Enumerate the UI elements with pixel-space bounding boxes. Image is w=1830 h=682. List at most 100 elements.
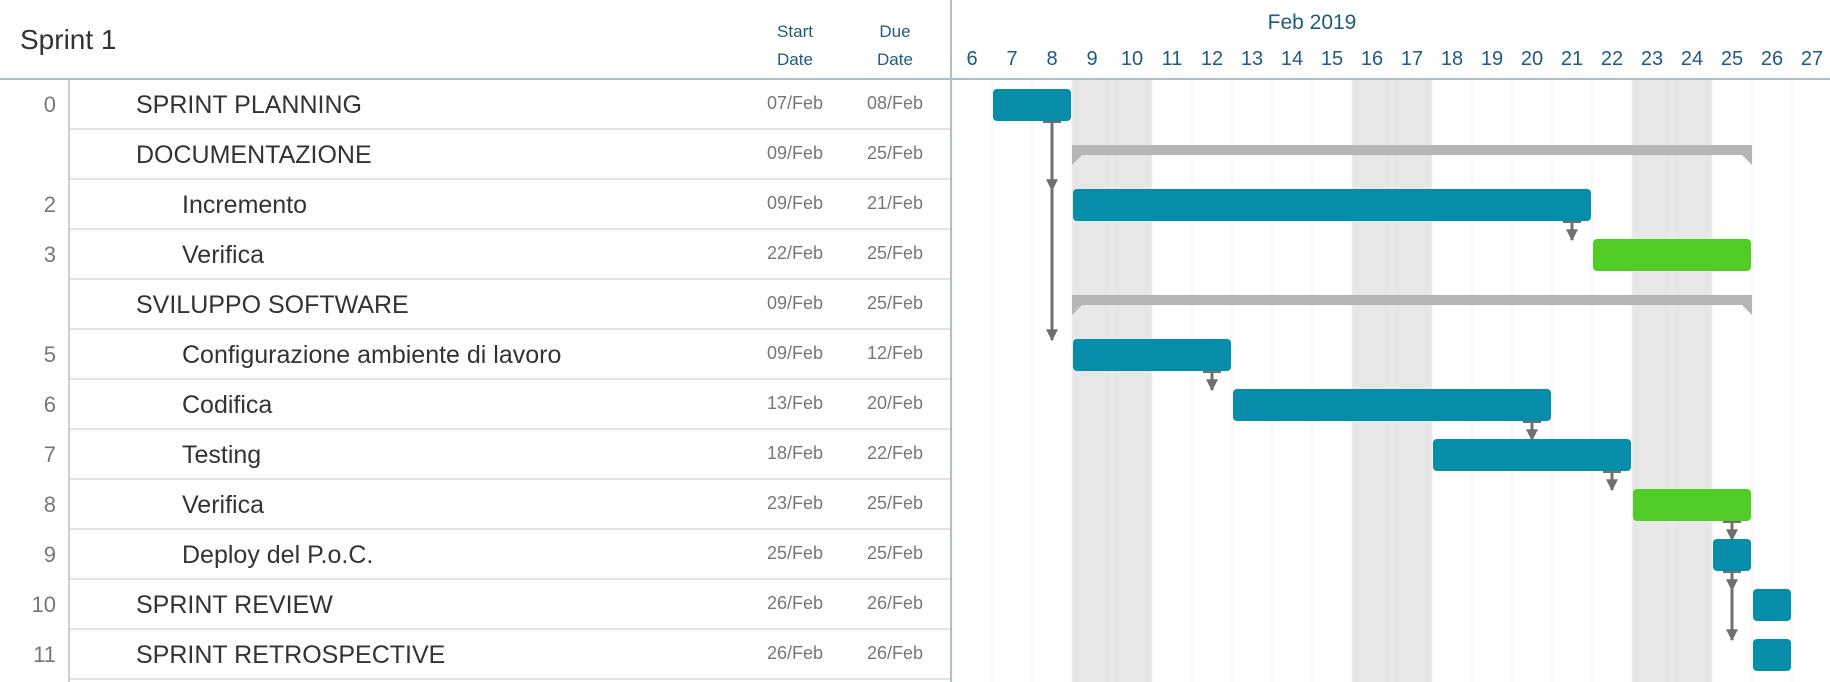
row-divider — [70, 578, 951, 580]
task-bar[interactable] — [993, 89, 1071, 121]
weekend-column — [1352, 80, 1392, 682]
day-label: 21 — [1561, 48, 1583, 70]
task-row[interactable]: SVILUPPO SOFTWARE 09/Feb 25/Feb — [0, 280, 951, 330]
task-name[interactable]: Deploy del P.o.C. — [182, 541, 374, 569]
task-number: 10 — [31, 592, 56, 617]
task-row[interactable]: 11 SPRINT RETROSPECTIVE 26/Feb 26/Feb — [0, 630, 951, 680]
task-name[interactable]: DOCUMENTAZIONE — [136, 141, 372, 169]
task-bar[interactable] — [1233, 389, 1551, 421]
task-row[interactable]: 6 Codifica 13/Feb 20/Feb — [0, 380, 951, 430]
day-label: 22 — [1601, 48, 1623, 70]
group-summary-bar[interactable] — [1072, 295, 1752, 315]
task-due-date: 12/Feb — [866, 343, 924, 363]
task-name[interactable]: SPRINT REVIEW — [136, 591, 333, 619]
review-task-bar[interactable] — [1633, 489, 1751, 521]
task-name[interactable]: SPRINT RETROSPECTIVE — [136, 641, 446, 669]
task-due-date: 26/Feb — [866, 593, 924, 613]
task-row[interactable]: 10 SPRINT REVIEW 26/Feb 26/Feb — [0, 580, 951, 630]
due-date-header-line-2: Date — [877, 50, 913, 69]
day-label: 19 — [1481, 48, 1503, 70]
weekend-column — [1072, 80, 1112, 682]
review-task-bar[interactable] — [1593, 239, 1751, 271]
day-label: 11 — [1162, 48, 1183, 70]
due-date-header-line-1: Due — [879, 22, 911, 41]
task-start-date: 09/Feb — [766, 293, 824, 313]
task-start-date: 09/Feb — [766, 193, 824, 213]
task-due-date: 08/Feb — [866, 93, 924, 113]
task-due-date: 21/Feb — [866, 193, 924, 213]
row-divider — [70, 378, 951, 380]
task-row[interactable]: DOCUMENTAZIONE 09/Feb 25/Feb — [0, 130, 951, 180]
task-due-date: 20/Feb — [866, 393, 924, 413]
task-start-date: 22/Feb — [766, 243, 824, 263]
day-label: 15 — [1321, 48, 1343, 70]
task-number: 3 — [43, 242, 56, 267]
task-start-date: 18/Feb — [766, 443, 824, 463]
task-bar[interactable] — [1753, 589, 1791, 621]
weekend-column — [1672, 80, 1712, 682]
task-number: 9 — [43, 542, 56, 567]
task-list: 0 SPRINT PLANNING 07/Feb 08/Feb DOCUMENTAZIO… — [0, 80, 951, 682]
list-header: Sprint 1 Start Date Due Date — [0, 0, 951, 80]
day-label: 6 — [966, 48, 977, 70]
task-row[interactable]: 3 Verifica 22/Feb 25/Feb — [0, 230, 951, 280]
task-row[interactable]: 7 Testing 18/Feb 22/Feb — [0, 430, 951, 480]
task-name[interactable]: Verifica — [182, 241, 264, 269]
task-start-date: 13/Feb — [766, 393, 824, 413]
day-label: 25 — [1721, 48, 1743, 70]
start-date-header-line-2: Date — [777, 50, 813, 69]
task-name[interactable]: Testing — [182, 441, 262, 469]
row-divider — [70, 428, 951, 430]
day-label: 10 — [1121, 48, 1143, 70]
day-label: 12 — [1201, 48, 1223, 70]
task-row[interactable]: 8 Verifica 23/Feb 25/Feb — [0, 480, 951, 530]
day-label: 24 — [1681, 48, 1703, 70]
task-due-date: 25/Feb — [866, 543, 924, 563]
task-due-date: 25/Feb — [866, 293, 924, 313]
row-divider — [70, 178, 951, 180]
row-divider — [70, 128, 951, 130]
task-name[interactable]: SPRINT PLANNING — [136, 91, 362, 119]
task-row[interactable]: 0 SPRINT PLANNING 07/Feb 08/Feb — [0, 80, 951, 130]
task-start-date: 23/Feb — [766, 493, 824, 513]
row-divider — [70, 628, 951, 630]
task-number: 0 — [43, 92, 56, 117]
task-name[interactable]: Incremento — [182, 191, 308, 219]
task-name[interactable]: Codifica — [182, 391, 273, 419]
due-date-column-header[interactable]: Due Date — [845, 18, 945, 74]
task-bar[interactable] — [1753, 639, 1791, 671]
day-label: 26 — [1761, 48, 1783, 70]
task-name[interactable]: SVILUPPO SOFTWARE — [136, 291, 409, 319]
row-divider — [70, 328, 951, 330]
row-divider — [70, 478, 951, 480]
task-number: 5 — [43, 342, 56, 367]
number-column-divider — [68, 80, 70, 682]
weekend-column — [1632, 80, 1672, 682]
task-start-date: 26/Feb — [766, 643, 824, 663]
task-bar[interactable] — [1713, 539, 1751, 571]
day-label: 17 — [1401, 48, 1423, 70]
task-row[interactable]: 5 Configurazione ambiente di lavoro 09/Feb… — [0, 330, 951, 380]
task-row[interactable]: 2 Incremento 09/Feb 21/Feb — [0, 180, 951, 230]
group-summary-bar[interactable] — [1072, 145, 1752, 165]
row-divider — [70, 278, 951, 280]
month-label: Feb 2019 — [1268, 11, 1357, 34]
task-name[interactable]: Verifica — [182, 491, 264, 519]
day-label: 20 — [1521, 48, 1543, 70]
pane-divider[interactable] — [950, 0, 952, 682]
start-date-header-line-1: Start — [777, 22, 813, 41]
task-number: 8 — [43, 492, 56, 517]
task-number: 2 — [43, 192, 56, 217]
day-label: 13 — [1241, 48, 1263, 70]
task-bar[interactable] — [1433, 439, 1631, 471]
day-label: 27 — [1801, 48, 1823, 70]
task-start-date: 09/Feb — [766, 143, 824, 163]
row-divider — [70, 228, 951, 230]
start-date-column-header[interactable]: Start Date — [745, 18, 845, 74]
task-bar[interactable] — [1073, 189, 1591, 221]
task-name[interactable]: Configurazione ambiente di lavoro — [182, 341, 562, 369]
task-row[interactable]: 9 Deploy del P.o.C. 25/Feb 25/Feb — [0, 530, 951, 580]
day-label: 18 — [1441, 48, 1463, 70]
task-start-date: 07/Feb — [766, 93, 824, 113]
task-bar[interactable] — [1073, 339, 1231, 371]
